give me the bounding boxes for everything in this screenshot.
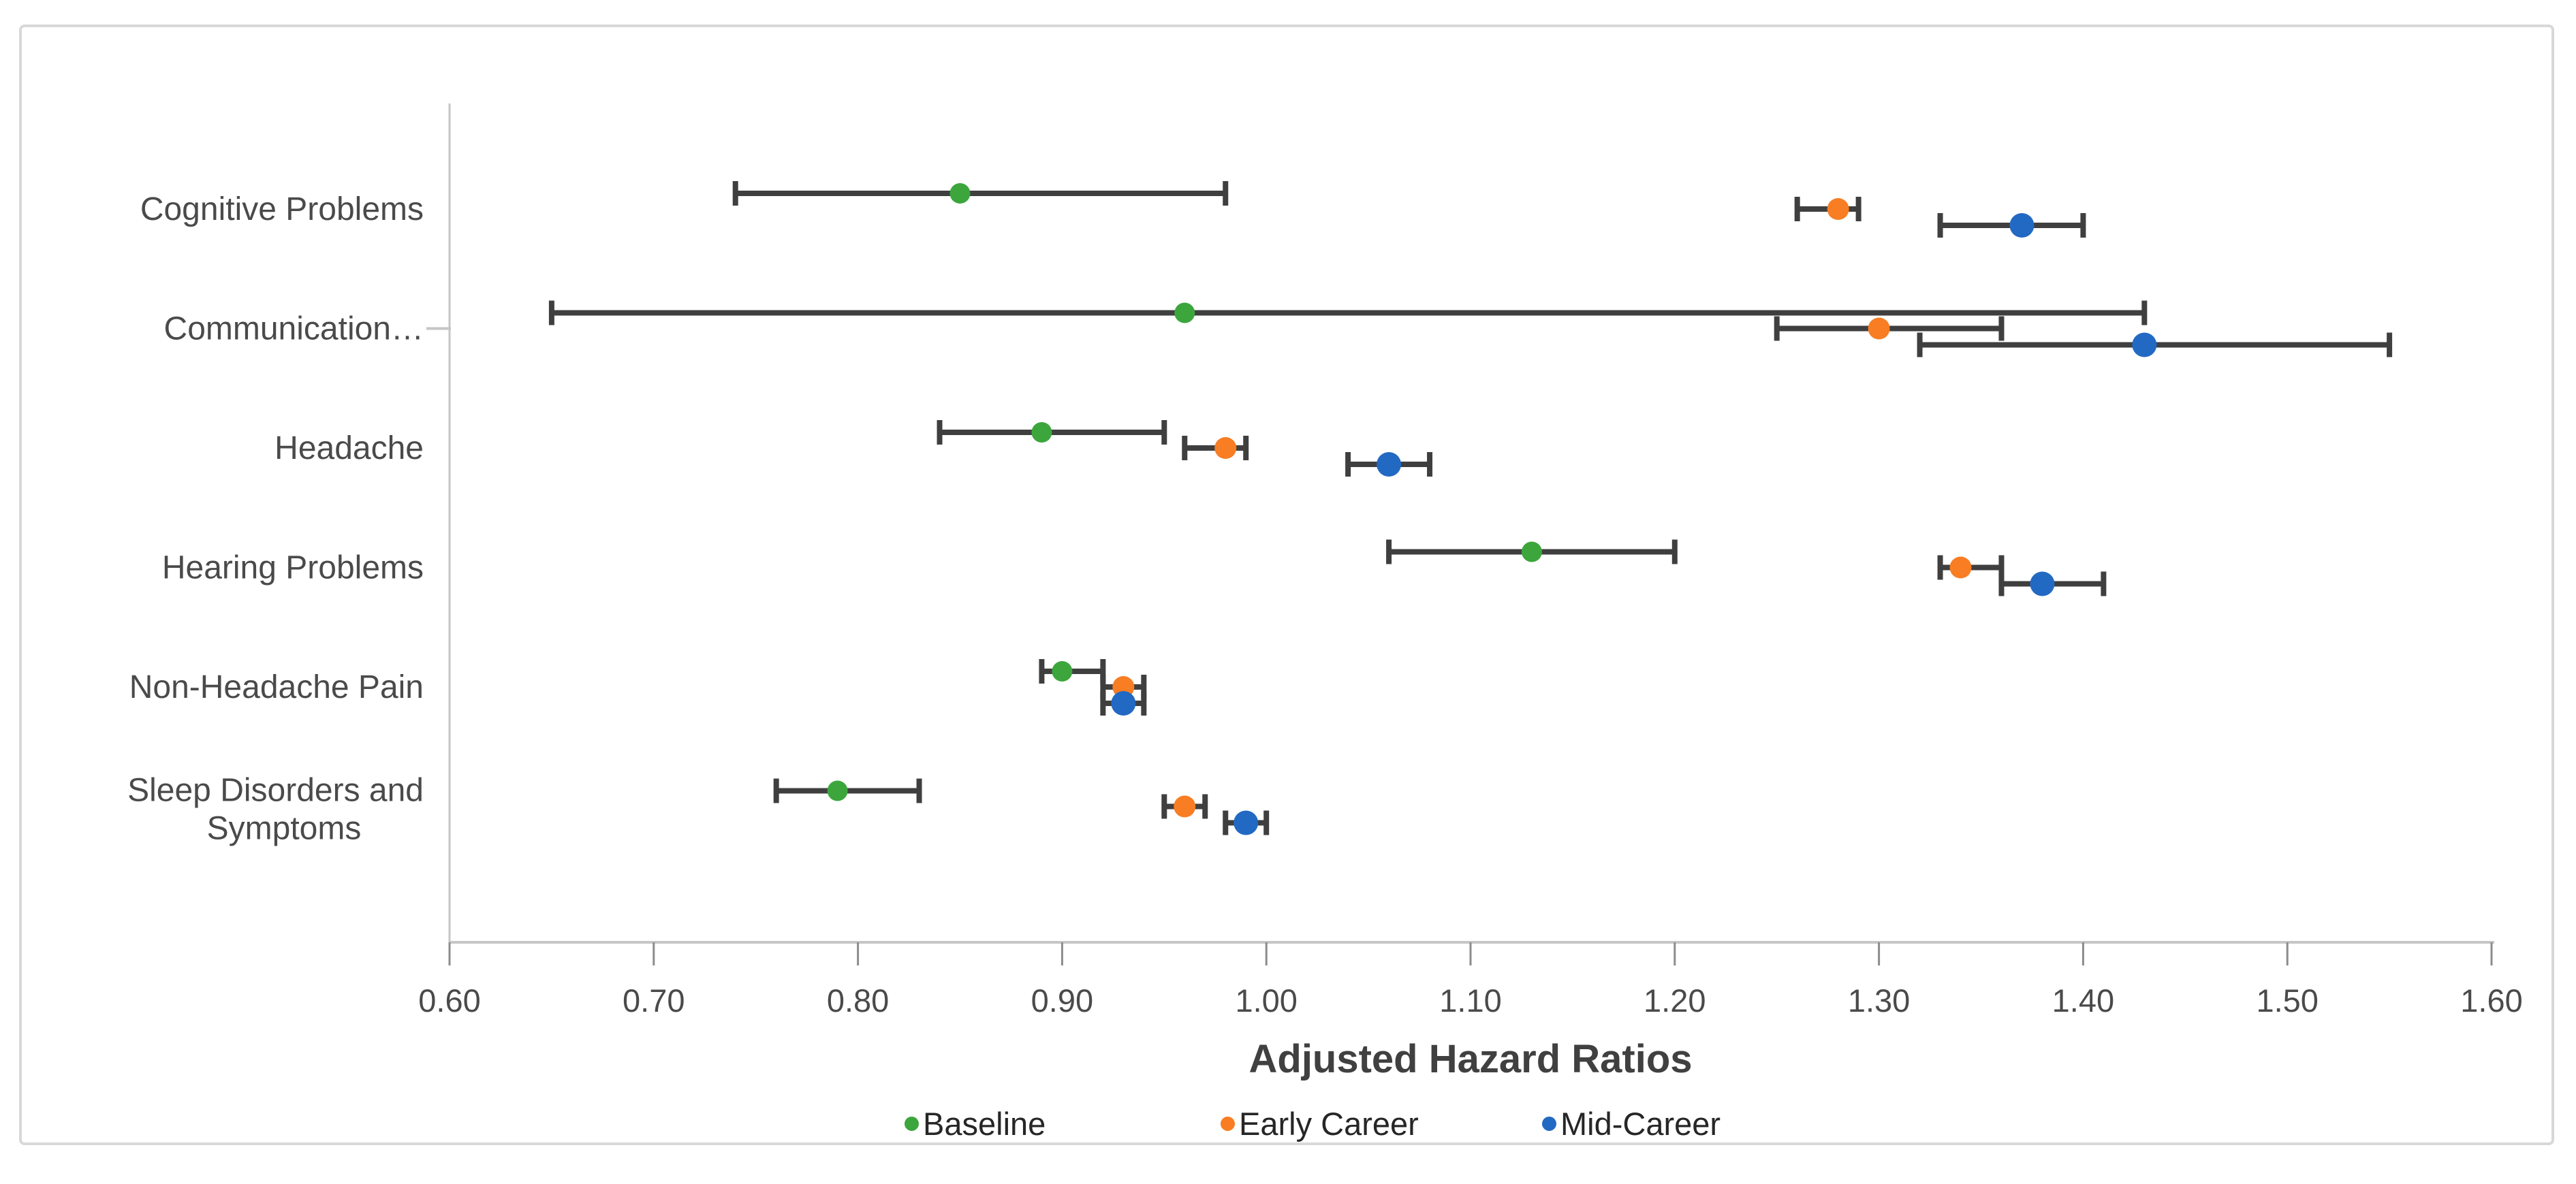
marker-mid-career-communication <box>2132 332 2157 357</box>
x-tick-label: 0.70 <box>623 982 685 1019</box>
legend: Baseline Early Career Mid-Career <box>22 1102 2576 1149</box>
marker-baseline-headache <box>1031 422 1052 443</box>
marker-early-career-sleep-disorders-and <box>1174 795 1196 818</box>
x-tick-label: 1.10 <box>1439 982 1501 1019</box>
x-tick-label: 0.80 <box>827 982 889 1019</box>
chart-frame: 0.60 0.70 0.80 0.90 1.00 1.10 1.20 1.30 1.40 1.50… <box>19 25 2554 1145</box>
legend-marker-mid-career <box>1542 1116 1556 1131</box>
x-tick-label: 1.30 <box>1848 982 1910 1019</box>
marker-mid-career-non-headache-pain <box>1111 691 1136 716</box>
x-tick-label: 1.00 <box>1235 982 1297 1019</box>
legend-item-early-career: Early Career <box>1221 1102 1419 1145</box>
x-tick-label: 1.20 <box>1644 982 1706 1019</box>
marker-baseline-non-headache-pain <box>1052 661 1073 682</box>
marker-mid-career-sleep-disorders-and <box>1234 810 1259 835</box>
marker-baseline-hearing-problems <box>1521 541 1542 562</box>
category-label-hearing-problems: Hearing Problems <box>162 550 424 586</box>
legend-label-mid-career: Mid-Career <box>1560 1105 1721 1142</box>
legend-item-baseline: Baseline <box>905 1102 1046 1145</box>
marker-early-career-hearing-problems <box>1949 556 1972 579</box>
legend-marker-early-career <box>1221 1116 1235 1131</box>
category-label-line2-sleep-disorders-and-symptoms: Symptoms <box>207 811 362 847</box>
legend-label-baseline: Baseline <box>923 1105 1046 1142</box>
category-label-communication: Communication… <box>164 311 424 347</box>
forest-plot-svg: 0.60 0.70 0.80 0.90 1.00 1.10 1.20 1.30 1.40 1.50… <box>127 103 2523 1019</box>
marker-mid-career-headache <box>1377 452 1402 477</box>
marker-early-career-cognitive-problems <box>1827 198 1849 220</box>
legend-label-early-career: Early Career <box>1239 1105 1419 1142</box>
category-label-cognitive-problems: Cognitive Problems <box>140 191 424 227</box>
x-tick-label: 1.50 <box>2256 982 2318 1019</box>
legend-marker-baseline <box>905 1116 919 1131</box>
marker-mid-career-cognitive-problems <box>2009 213 2035 238</box>
category-label-sleep-disorders-and-symptoms: Sleep Disorders and <box>127 773 424 809</box>
x-axis-title: Adjusted Hazard Ratios <box>1248 1037 1693 1081</box>
x-tick-label: 0.90 <box>1031 982 1093 1019</box>
marker-mid-career-hearing-problems <box>2030 571 2055 596</box>
marker-early-career-headache <box>1214 437 1237 459</box>
marker-baseline-communication <box>1174 302 1195 323</box>
category-label-headache: Headache <box>274 430 424 466</box>
marker-early-career-communication <box>1868 317 1890 340</box>
marker-baseline-sleep-disorders-and <box>827 780 848 801</box>
x-tick-label: 1.40 <box>2052 982 2114 1019</box>
legend-item-mid-career: Mid-Career <box>1542 1102 1721 1145</box>
category-label-non-headache-pain: Non-Headache Pain <box>129 669 424 705</box>
x-tick-label: 1.60 <box>2460 982 2522 1019</box>
marker-baseline-cognitive-problems <box>949 183 971 204</box>
x-tick-label: 0.60 <box>418 982 480 1019</box>
